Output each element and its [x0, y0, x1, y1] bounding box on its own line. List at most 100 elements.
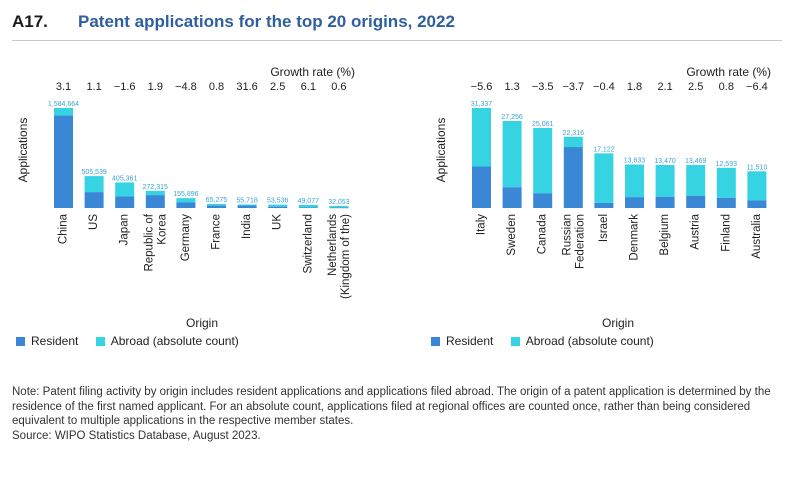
category-label-line: UK	[272, 214, 284, 230]
growth-rate-value: 3.1	[56, 81, 71, 93]
bar-abroad	[329, 205, 349, 208]
bar-total-label: 13,469	[685, 158, 707, 165]
bar-resident	[716, 197, 736, 208]
category-label: China	[58, 213, 70, 244]
growth-rate-value: 2.1	[657, 81, 672, 93]
category-label: India	[241, 213, 253, 239]
bar-total-label: 22,316	[563, 130, 585, 137]
category-label-line: Russian	[561, 214, 573, 256]
category-label-line: Finland	[720, 214, 732, 252]
legend-swatch-abroad	[95, 336, 105, 346]
category-label-line: Netherlands	[327, 214, 339, 276]
bar-resident	[747, 200, 767, 208]
category-label-text: UK	[272, 214, 284, 230]
figure-code: A17.	[12, 12, 48, 31]
category-label-line: Austria	[690, 213, 702, 249]
bar-total-label: 12,593	[716, 161, 738, 168]
category-label-line: Australia	[751, 213, 763, 258]
bar-resident	[176, 202, 196, 208]
growth-rate-value: 0.8	[209, 81, 224, 93]
figure-title: Patent applications for the top 20 origi…	[78, 12, 455, 31]
growth-rate-value: 6.1	[301, 81, 316, 93]
bar-total-label: 13,470	[654, 158, 676, 165]
bar-abroad	[237, 204, 257, 206]
growth-rate-value: 2.5	[270, 81, 285, 93]
x-axis-title-right: Origin	[602, 316, 634, 330]
category-label-text: Denmark	[629, 214, 641, 261]
category-label-text: India	[241, 213, 253, 239]
bar-resident	[655, 196, 675, 208]
category-label-text: Canada	[537, 213, 549, 254]
bar-total-label: 49,077	[298, 198, 320, 205]
category-label-line: China	[58, 213, 70, 244]
category-label: France	[211, 214, 223, 250]
category-label-text: Japan	[119, 214, 131, 245]
bar-total-label: 272,315	[143, 184, 168, 191]
growth-rate-value: 31.6	[236, 81, 257, 93]
category-label: UK	[272, 214, 284, 230]
bar-resident	[502, 187, 522, 208]
category-label-text: China	[58, 213, 70, 244]
growth-rate-value: 1.9	[148, 81, 163, 93]
bar-abroad	[176, 198, 196, 203]
category-label-text: RussianFederation	[561, 214, 586, 269]
bar-total-label: 505,539	[81, 169, 106, 176]
category-label-text: Italy	[476, 214, 488, 235]
growth-rate-label-right: Growth rate (%)	[686, 65, 771, 79]
bar-abroad	[716, 167, 736, 198]
growth-rate-value: 1.1	[86, 81, 101, 93]
growth-rate-value: 2.5	[688, 81, 703, 93]
growth-rate-value: −4.8	[175, 81, 197, 93]
growth-rate-value: −0.4	[593, 81, 615, 93]
legend-item-resident: Resident	[431, 334, 493, 348]
category-label: Switzerland	[302, 214, 314, 273]
bar-total-label: 65,275	[206, 197, 228, 204]
header-divider	[12, 40, 782, 41]
bar-resident	[115, 196, 135, 208]
bar-abroad	[533, 128, 553, 194]
bar-abroad	[54, 108, 73, 116]
bar-abroad	[747, 171, 767, 201]
bar-abroad	[268, 204, 288, 207]
legend-label-resident: Resident	[31, 334, 79, 348]
category-label-line: (Kingdom of the)	[340, 214, 352, 299]
category-label-text: Australia	[751, 213, 763, 258]
bar-resident	[145, 195, 165, 208]
growth-rate-value: 1.3	[504, 81, 519, 93]
bar-abroad	[502, 121, 522, 188]
category-label-text: Germany	[180, 214, 192, 262]
bar-resident	[472, 166, 491, 208]
category-label-line: Denmark	[629, 214, 641, 261]
bar-total-label: 31,337	[471, 101, 493, 108]
bar-total-label: 27,256	[501, 114, 523, 121]
growth-rate-value: −3.5	[532, 81, 554, 93]
category-label-text: Israel	[598, 214, 610, 242]
bar-total-label: 25,061	[532, 121, 554, 128]
category-label-line: France	[211, 214, 223, 250]
bar-abroad	[115, 182, 135, 197]
bar-total-label: 13,633	[624, 157, 646, 164]
legend-swatch-resident	[16, 336, 25, 346]
bar-resident	[594, 202, 614, 208]
category-label-text: Austria	[690, 213, 702, 249]
y-axis-title-left: Applications	[16, 118, 30, 183]
category-label-text: France	[211, 214, 223, 250]
bar-resident	[533, 193, 553, 208]
growth-rate-label-left: Growth rate (%)	[270, 65, 355, 79]
category-label-text: Republic ofKorea	[143, 213, 168, 271]
bar-resident	[298, 207, 318, 209]
legend-swatch-abroad	[510, 336, 520, 346]
category-label-line: US	[88, 214, 100, 230]
figure-note: Note: Patent filing activity by origin i…	[12, 385, 772, 443]
bar-total-label: 1,584,664	[48, 101, 79, 108]
category-label-line: Federation	[574, 214, 586, 269]
legend-swatch-resident	[431, 336, 440, 346]
category-label: Denmark	[629, 214, 641, 261]
note-source: Source: WIPO Statistics Database, August…	[12, 429, 261, 442]
bar-abroad	[563, 136, 583, 148]
bar-resident	[686, 195, 706, 208]
legend-right: Resident Abroad (absolute count)	[431, 334, 668, 349]
legend-item-resident: Resident	[16, 334, 78, 348]
bar-abroad	[84, 176, 104, 193]
category-label: Australia	[751, 213, 763, 258]
